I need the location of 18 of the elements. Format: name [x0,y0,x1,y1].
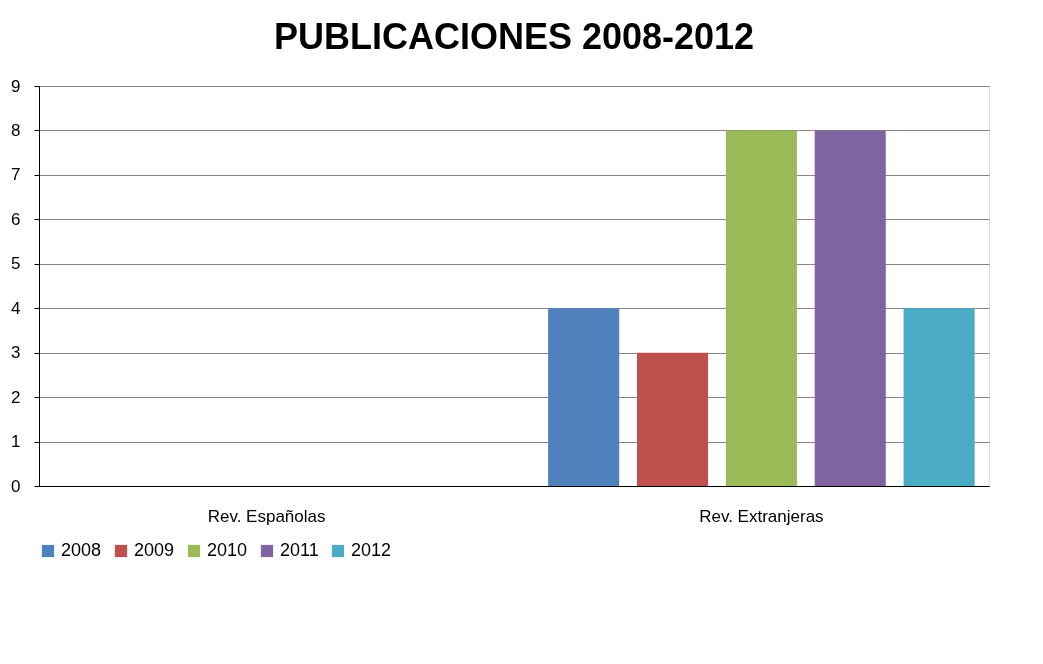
legend-label: 2009 [134,540,175,560]
chart-title: PUBLICACIONES 2008-2012 [273,16,755,57]
legend-label: 2011 [280,540,319,560]
y-tick-label: 7 [11,165,21,185]
y-tick-label: 0 [11,476,21,496]
y-tick-label: 4 [11,298,21,318]
x-tick-label: Rev. Españolas [207,506,326,526]
y-tick-label: 1 [11,432,21,452]
y-tick-label: 5 [11,254,21,274]
legend-label: 2012 [351,540,392,560]
x-tick-label: Rev. Extranjeras [699,506,824,526]
y-tick-label: 2 [11,387,21,407]
y-tick-label: 6 [11,209,21,229]
y-tick-label: 8 [11,120,21,140]
legend-label: 2008 [61,540,102,560]
y-tick-label: 3 [11,343,21,363]
legend-label: 2010 [207,540,248,560]
y-tick-label: 9 [11,76,21,96]
